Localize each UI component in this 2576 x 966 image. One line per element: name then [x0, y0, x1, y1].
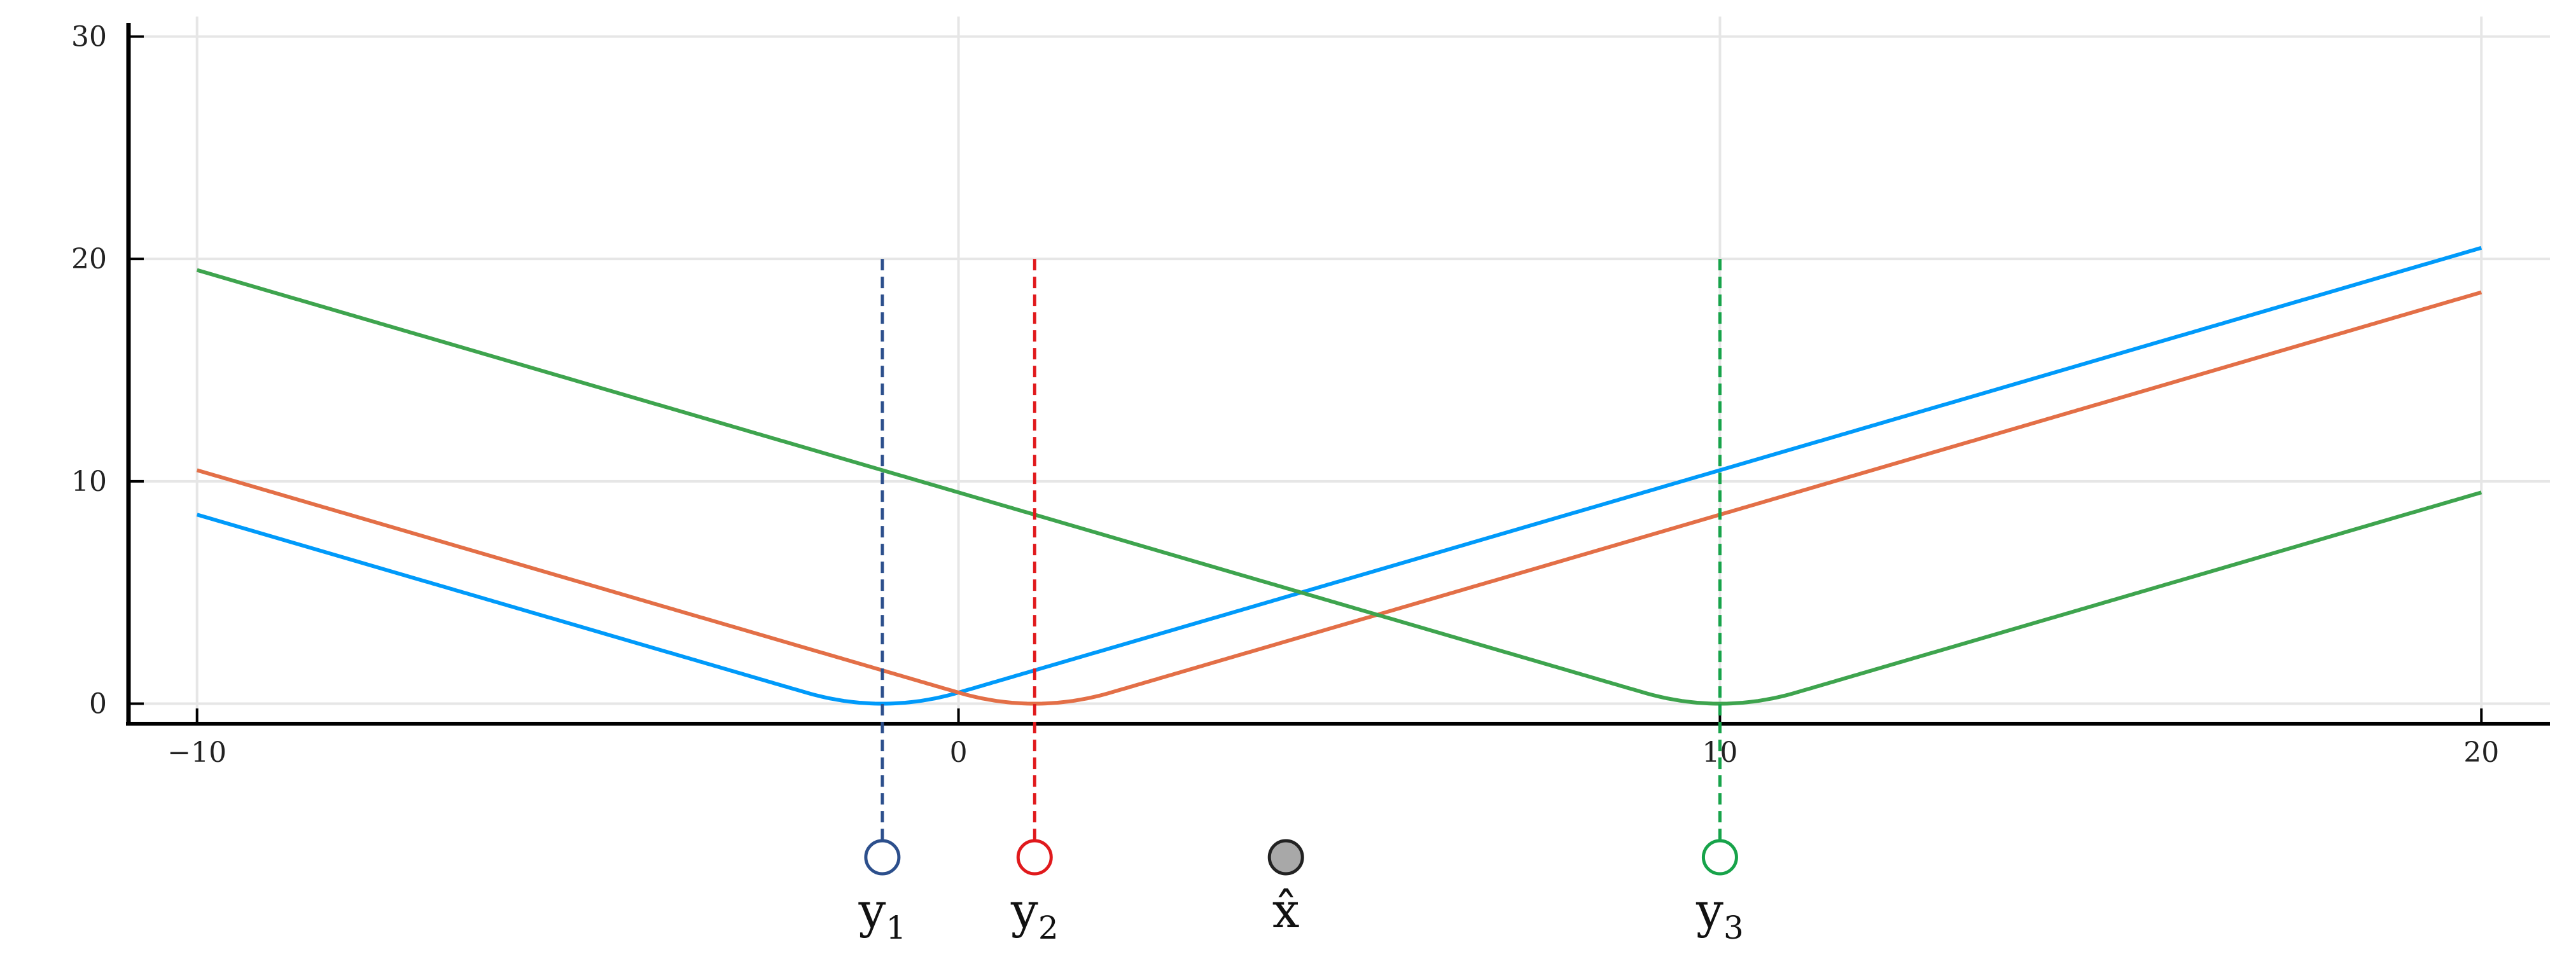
x-tick-label-3: 20	[2463, 736, 2499, 769]
marker-circle-0	[864, 839, 901, 876]
marker-label-0: y1	[858, 882, 907, 946]
marker-label-main-0: y	[858, 882, 886, 939]
y-tick-label-1: 10	[71, 466, 107, 498]
series-lines	[196, 245, 2482, 706]
marker-circle-3	[1701, 839, 1738, 876]
marker-circle-1	[1016, 839, 1053, 876]
x-tick-label-1: 0	[950, 736, 968, 769]
series-line-0	[196, 245, 2482, 706]
y-tick-label-0: 0	[89, 688, 107, 721]
marker-circle-2	[1267, 839, 1304, 876]
marker-label-main-3: y	[1695, 882, 1723, 939]
marker-label-main-2: x̂	[1272, 882, 1300, 939]
grid-lines	[129, 17, 2550, 724]
marker-label-sub-1: 2	[1038, 909, 1059, 946]
y-tick-label-3: 30	[71, 20, 107, 53]
marker-label-3: y3	[1695, 882, 1744, 946]
marker-label-sub-0: 1	[886, 909, 906, 946]
marker-label-1: y2	[1010, 882, 1059, 946]
marker-label-sub-3: 3	[1723, 909, 1744, 946]
reference-markers: y1 y2 x̂ y3	[858, 259, 1744, 946]
y-tick-label-2: 20	[71, 243, 107, 275]
marker-label-2: x̂	[1272, 882, 1300, 939]
x-tick-label-0: −10	[167, 736, 226, 769]
series-line-2	[196, 268, 2482, 706]
series-line-1	[196, 290, 2482, 706]
marker-label-main-1: y	[1010, 882, 1038, 939]
